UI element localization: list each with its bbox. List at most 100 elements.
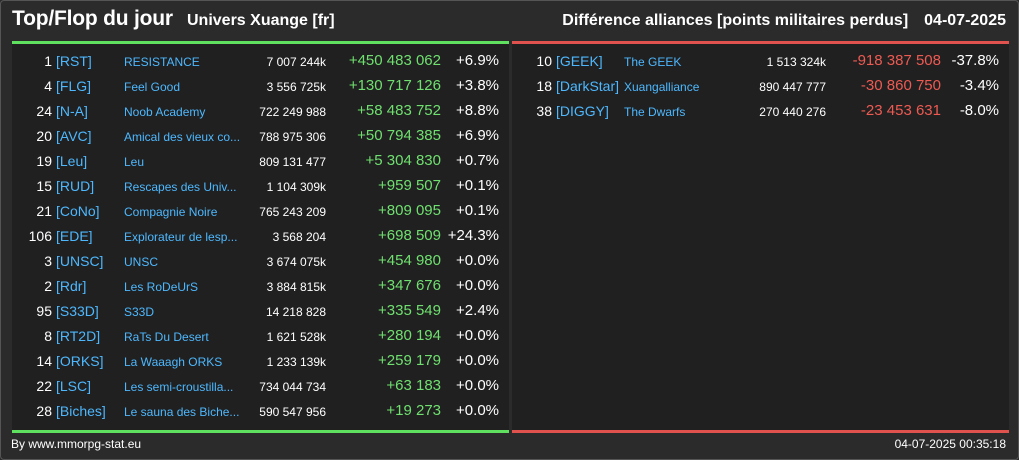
alliance-diff-percent: +0.0% <box>456 377 499 394</box>
alliance-points: 788 975 306 <box>259 130 326 144</box>
alliance-points: 1 104 309k <box>266 180 326 194</box>
page-title: Top/Flop du jour <box>12 7 173 30</box>
alliance-points: 1 233 139k <box>266 355 326 369</box>
alliance-tag-link[interactable]: [RST] <box>56 53 92 69</box>
alliance-diff: +130 717 126 <box>348 77 441 94</box>
alliance-tag-link[interactable]: [EDE] <box>56 228 93 244</box>
alliance-diff: +959 507 <box>378 177 441 194</box>
alliance-points: 734 044 734 <box>259 380 326 394</box>
alliance-diff-percent: +8.8% <box>456 102 499 119</box>
alliance-points: 3 568 204 <box>272 230 326 244</box>
alliance-tag-link[interactable]: [GEEK] <box>556 53 603 69</box>
alliance-row: 106 [EDE] Explorateur de lesp... 3 568 204 +… <box>12 225 509 250</box>
alliance-diff-percent: +2.4% <box>456 302 499 319</box>
alliance-diff-percent: -8.0% <box>959 102 999 119</box>
alliance-name-link[interactable]: Explorateur de lesp... <box>124 230 238 244</box>
alliance-tag-link[interactable]: [CoNo] <box>56 203 100 219</box>
ranking-subtitle: Différence alliances [points militaires … <box>562 12 909 29</box>
alliance-tag-link[interactable]: [RUD] <box>56 178 95 194</box>
alliance-diff: +698 509 <box>378 227 441 244</box>
alliance-points: 3 884 815k <box>266 280 326 294</box>
alliance-row: 22 [LSC] Les semi-croustilla... 734 044 734… <box>12 375 509 400</box>
alliance-rank: 21 <box>36 203 52 219</box>
alliance-points: 14 218 828 <box>265 305 326 319</box>
alliance-tag-link[interactable]: [UNSC] <box>56 253 104 269</box>
alliance-tag-link[interactable]: [DIGGY] <box>556 103 609 119</box>
alliance-name-link[interactable]: Amical des vieux co... <box>124 130 241 144</box>
alliance-tag-link[interactable]: [Rdr] <box>56 278 87 294</box>
alliance-row: 18 [DarkStar] Xuangalliance 890 447 777 -30 … <box>512 75 1009 100</box>
alliance-diff-percent: +6.9% <box>456 52 499 69</box>
alliance-rank: 4 <box>44 78 52 94</box>
alliance-diff-percent: +0.0% <box>456 352 499 369</box>
alliance-points: 890 447 777 <box>759 80 826 94</box>
alliance-rank: 3 <box>44 253 52 269</box>
alliance-diff: -30 860 750 <box>860 77 941 94</box>
alliance-name-link[interactable]: Leu <box>124 155 145 169</box>
alliance-diff-percent: -37.8% <box>951 52 999 69</box>
source-link[interactable]: By www.mmorpg-stat.eu <box>11 437 142 451</box>
alliance-row: 2 [Rdr] Les RoDeUrS 3 884 815k +347 676 +0.0% <box>12 275 509 300</box>
alliance-diff: +19 273 <box>386 402 441 419</box>
alliance-name-link[interactable]: RESISTANCE <box>124 55 200 69</box>
alliance-row: 15 [RUD] Rescapes des Univ... 1 104 309k +95… <box>12 175 509 200</box>
alliance-name-link[interactable]: RaTs Du Desert <box>124 330 209 344</box>
alliance-name-link[interactable]: Feel Good <box>124 80 181 94</box>
alliance-rank: 22 <box>36 378 52 394</box>
alliance-tag-link[interactable]: [RT2D] <box>56 328 101 344</box>
alliance-name-link[interactable]: Les semi-croustilla... <box>124 380 234 394</box>
alliance-name-link[interactable]: The GEEK <box>624 55 682 69</box>
header-right: Différence alliances [points militaires … <box>562 12 1006 30</box>
ranking-date: 04-07-2025 <box>924 12 1006 29</box>
alliance-tag-link[interactable]: [Leu] <box>56 153 88 169</box>
alliance-diff-percent: +6.9% <box>456 127 499 144</box>
alliance-diff: +259 179 <box>378 352 441 369</box>
alliance-name-link[interactable]: S33D <box>124 305 155 319</box>
alliance-tag-link[interactable]: [N-A] <box>56 103 88 119</box>
alliance-diff-percent: +24.3% <box>447 227 499 244</box>
generated-timestamp: 04-07-2025 00:35:18 <box>894 437 1006 451</box>
alliance-diff: +50 794 385 <box>357 127 441 144</box>
alliance-row: 95 [S33D] S33D 14 218 828 +335 549 +2.4% <box>12 300 509 325</box>
flop-list: 10 [GEEK] The GEEK 1 513 324k -918 387 508 -3… <box>512 50 1009 125</box>
alliance-tag-link[interactable]: [FLG] <box>56 78 92 94</box>
alliance-tag-link[interactable]: [Biches] <box>56 403 106 419</box>
alliance-tag-link[interactable]: [ORKS] <box>56 353 104 369</box>
alliance-diff-percent: +0.0% <box>456 327 499 344</box>
alliance-rank: 24 <box>36 103 52 119</box>
alliance-diff: +280 194 <box>378 327 441 344</box>
alliance-tag-link[interactable]: [S33D] <box>56 303 99 319</box>
alliance-diff: +809 095 <box>378 202 441 219</box>
alliance-diff: +335 549 <box>378 302 441 319</box>
alliance-points: 809 131 477 <box>259 155 326 169</box>
alliance-rank: 19 <box>36 153 52 169</box>
alliance-points: 270 440 276 <box>759 105 826 119</box>
alliance-tag-link[interactable]: [AVC] <box>56 128 92 144</box>
alliance-tag-link[interactable]: [DarkStar] <box>556 78 620 94</box>
alliance-rank: 18 <box>536 78 552 94</box>
alliance-name-link[interactable]: The Dwarfs <box>624 105 686 119</box>
alliance-points: 765 243 209 <box>259 205 326 219</box>
alliance-name-link[interactable]: Noob Academy <box>124 105 206 119</box>
alliance-name-link[interactable]: Les RoDeUrS <box>124 280 199 294</box>
alliance-name-link[interactable]: Rescapes des Univ... <box>124 180 237 194</box>
alliance-rank: 38 <box>536 103 552 119</box>
alliance-rank: 20 <box>36 128 52 144</box>
alliance-row: 28 [Biches] Le sauna des Biche... 590 547 9… <box>12 400 509 425</box>
alliance-diff: +450 483 062 <box>348 52 441 69</box>
alliance-name-link[interactable]: Compagnie Noire <box>124 205 218 219</box>
alliance-name-link[interactable]: La Waaagh ORKS <box>124 355 223 369</box>
alliance-row: 1 [RST] RESISTANCE 7 007 244k +450 483 062 +6… <box>12 50 509 75</box>
alliance-diff-percent: -3.4% <box>959 77 999 94</box>
alliance-row: 24 [N-A] Noob Academy 722 249 988 +58 483 75… <box>12 100 509 125</box>
alliance-diff: +63 183 <box>386 377 441 394</box>
alliance-diff-percent: +0.0% <box>456 402 499 419</box>
alliance-tag-link[interactable]: [LSC] <box>56 378 92 394</box>
alliance-name-link[interactable]: Le sauna des Biche... <box>124 405 240 419</box>
alliance-diff-percent: +0.0% <box>456 277 499 294</box>
alliance-diff-percent: +3.8% <box>456 77 499 94</box>
alliance-points: 3 674 075k <box>266 255 326 269</box>
alliance-name-link[interactable]: Xuangalliance <box>624 80 700 94</box>
alliance-name-link[interactable]: UNSC <box>124 255 159 269</box>
